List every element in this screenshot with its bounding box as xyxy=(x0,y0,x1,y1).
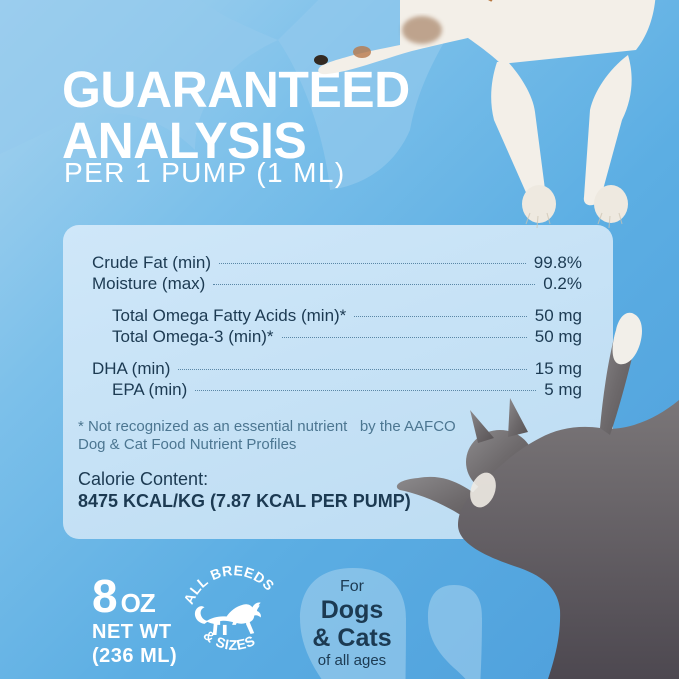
svg-text:ALL BREEDS: ALL BREEDS xyxy=(180,562,278,606)
